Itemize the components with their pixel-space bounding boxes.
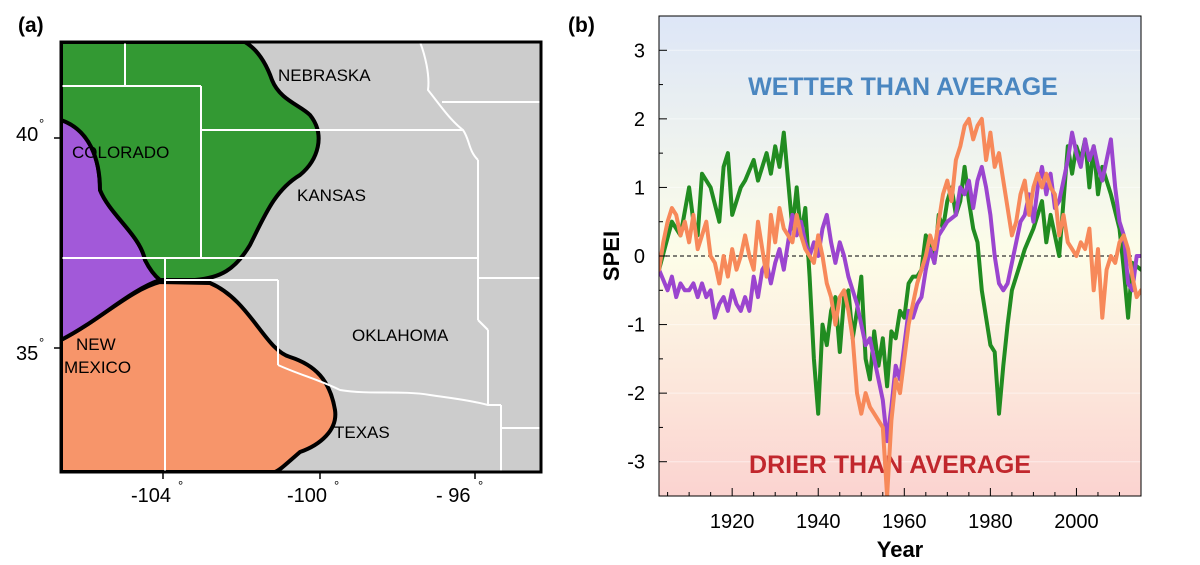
map-panel: NEBRASKA COLORADO KANSAS OKLAHOMA NEW ME… (61, 42, 541, 472)
green-region (61, 42, 321, 282)
lat-tick-40: 40 (16, 124, 38, 146)
chart-series-line-3 (659, 116, 1141, 496)
chart-series-layer (659, 116, 1141, 496)
chart-y-tick-label: -1 (627, 315, 645, 337)
lon-tick-96: - 96 (436, 485, 470, 507)
map-ticks (54, 137, 476, 479)
chart-y-tick-label: 3 (634, 40, 645, 62)
chart-x-tick-label: 1920 (710, 511, 755, 533)
wetter-than-average-label: WETTER THAN AVERAGE (748, 73, 1058, 101)
label-nebraska: NEBRASKA (278, 66, 371, 85)
label-oklahoma: OKLAHOMA (352, 326, 449, 345)
chart-x-tick-label: 2000 (1054, 511, 1099, 533)
lon-tick-100: -100 (287, 485, 327, 507)
label-new-mexico-line1: NEW (76, 335, 116, 354)
label-new-mexico-line2: MEXICO (64, 358, 131, 377)
panel-a-label: (a) (18, 14, 44, 37)
lat-tick-40-degree: ° (39, 116, 44, 131)
chart-x-axis: 1920 1940 1960 1980 2000 (667, 488, 1142, 533)
chart-y-axis-label: SPEI (599, 231, 624, 281)
lat-tick-35-degree: ° (39, 335, 44, 350)
lon-tick-96-degree: ° (478, 478, 483, 493)
chart-y-tick-label: 0 (634, 246, 645, 268)
chart-y-tick-label: 2 (634, 109, 645, 131)
chart-x-tick-label: 1980 (968, 511, 1013, 533)
label-kansas: KANSAS (297, 186, 366, 205)
chart-series-line-2 (659, 130, 1141, 444)
chart-x-tick-label: 1960 (882, 511, 927, 533)
chart-y-axis: -3 -2 -1 0 1 2 3 (627, 15, 667, 497)
panel-b-label: (b) (568, 14, 595, 37)
chart-y-tick-label: -2 (627, 383, 645, 405)
state-borders (61, 42, 541, 472)
chart-series-line-1 (659, 130, 1141, 416)
lon-tick-104-degree: ° (178, 478, 183, 493)
lon-tick-104: -104 (131, 485, 171, 507)
chart-y-tick-label: 1 (634, 177, 645, 199)
lon-tick-100-degree: ° (334, 478, 339, 493)
label-colorado: COLORADO (72, 143, 169, 162)
chart-y-tick-label: -3 (627, 452, 645, 474)
label-texas: TEXAS (334, 423, 390, 442)
lat-tick-35: 35 (16, 343, 38, 365)
chart-x-axis-label: Year (877, 537, 924, 562)
map-frame (59, 40, 543, 474)
chart-x-tick-label: 1940 (796, 511, 841, 533)
